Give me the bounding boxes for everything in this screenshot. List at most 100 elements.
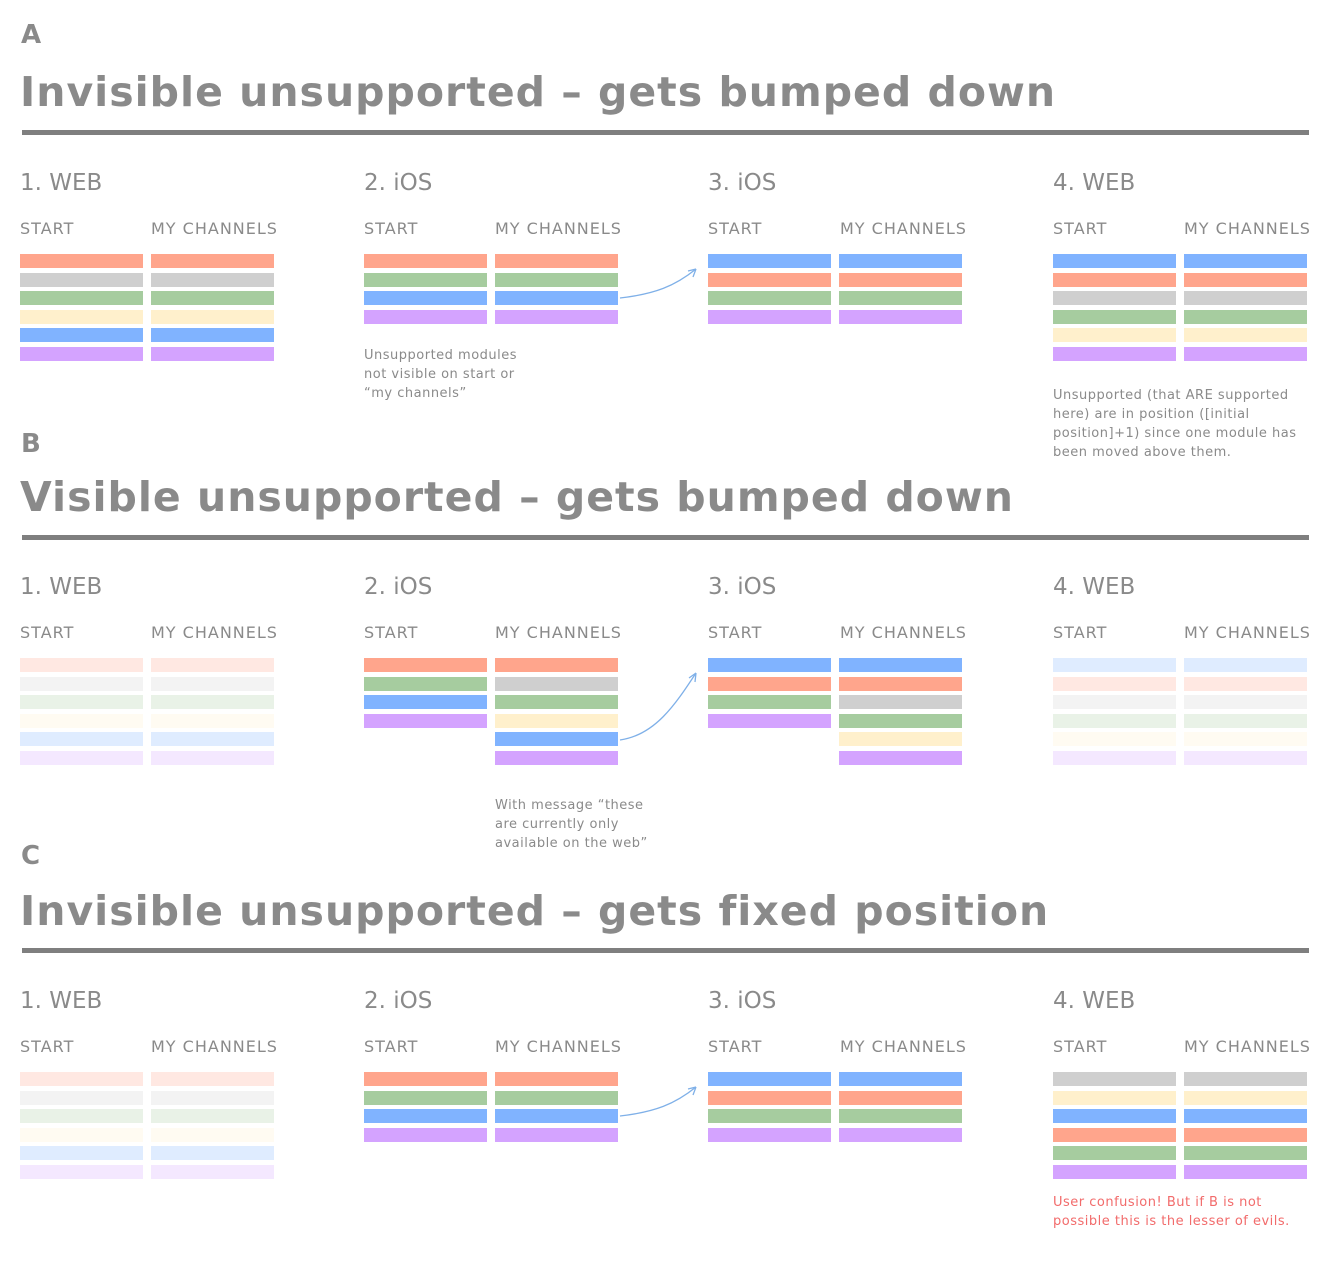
b-panel-4-start-label: START <box>1053 623 1108 642</box>
c-panel-4-channels-module-yellow <box>1184 1091 1307 1105</box>
b-panel-4-channels-module-green <box>1184 714 1307 728</box>
a-panel-4-channels-module-red <box>1184 273 1307 287</box>
a-panel-3-start-module-blue <box>708 254 831 268</box>
b-panel-1-channels-module-purple <box>151 751 274 765</box>
a-panel-3-channels-module-blue <box>839 254 962 268</box>
a-panel-2-start-module-red <box>364 254 487 268</box>
b-panel-4-start-module-blue <box>1053 658 1176 672</box>
b-panel-2-channels-module-yellow <box>495 714 618 728</box>
b-panel-4-start-module-yellow <box>1053 732 1176 746</box>
b-panel-3-channels-module-yellow <box>839 732 962 746</box>
section-b-letter: B <box>21 429 41 459</box>
b-panel-2-note: With message “these are currently only a… <box>495 798 648 851</box>
b-panel-4-channels-label: MY CHANNELS <box>1184 623 1311 642</box>
a-transition-arrow <box>619 268 697 299</box>
c-panel-4-label: 4. WEB <box>1053 988 1136 1014</box>
c-panel-1-channels-module-green <box>151 1109 274 1123</box>
a-panel-1-start-module-red <box>20 254 143 268</box>
a-panel-4-channels-module-yellow <box>1184 328 1307 342</box>
c-panel-4-start-module-yellow <box>1053 1091 1176 1105</box>
a-panel-1-start-module-yellow <box>20 310 143 324</box>
a-panel-3-channels-module-green <box>839 291 962 305</box>
a-panel-2-note: Unsupported modules not visible on start… <box>364 348 518 401</box>
a-panel-2-channels-label: MY CHANNELS <box>495 219 622 238</box>
c-panel-1-channels-module-purple <box>151 1165 274 1179</box>
c-panel-3-channels-module-blue <box>839 1072 962 1086</box>
section-b-divider <box>22 535 1309 540</box>
a-panel-2-start-module-green <box>364 273 487 287</box>
c-panel-3-channels-module-green <box>839 1109 962 1123</box>
b-panel-4-start-module-green <box>1053 714 1176 728</box>
c-panel-1-start-label: START <box>20 1037 75 1056</box>
a-panel-1-channels-module-yellow <box>151 310 274 324</box>
a-panel-4-start-module-gray <box>1053 291 1176 305</box>
a-panel-2-start-module-blue <box>364 291 487 305</box>
section-a-title: Invisible unsupported – gets bumped down <box>20 68 1057 116</box>
a-panel-1-channels-module-green <box>151 291 274 305</box>
b-panel-3-start-module-green <box>708 695 831 709</box>
b-panel-1-channels-module-red <box>151 658 274 672</box>
b-panel-2-label: 2. iOS <box>364 574 433 600</box>
a-panel-1-channels-module-gray <box>151 273 274 287</box>
a-panel-3-channels-module-purple <box>839 310 962 324</box>
b-panel-4-channels-module-purple <box>1184 751 1307 765</box>
c-panel-2-label: 2. iOS <box>364 988 433 1014</box>
c-panel-3-start-module-red <box>708 1091 831 1105</box>
a-panel-4-note: Unsupported (that ARE supported here) ar… <box>1053 388 1297 460</box>
b-panel-2-start-module-green <box>364 677 487 691</box>
b-panel-1-start-module-blue <box>20 732 143 746</box>
c-panel-4-channels-module-blue <box>1184 1109 1307 1123</box>
b-panel-1-start-module-gray <box>20 677 143 691</box>
c-panel-1-start-module-gray <box>20 1091 143 1105</box>
b-panel-4-start-module-gray <box>1053 695 1176 709</box>
b-panel-1-channels-module-yellow <box>151 714 274 728</box>
b-panel-3-channels-label: MY CHANNELS <box>840 623 967 642</box>
c-panel-2-start-label: START <box>364 1037 419 1056</box>
c-panel-1-start-module-red <box>20 1072 143 1086</box>
c-panel-4-start-module-blue <box>1053 1109 1176 1123</box>
c-panel-1-channels-module-yellow <box>151 1128 274 1142</box>
c-panel-3-channels-module-red <box>839 1091 962 1105</box>
b-panel-3-start-module-red <box>708 677 831 691</box>
c-panel-4-start-module-gray <box>1053 1072 1176 1086</box>
a-panel-4-start-module-blue <box>1053 254 1176 268</box>
c-panel-4-start-label: START <box>1053 1037 1108 1056</box>
a-panel-4-start-module-red <box>1053 273 1176 287</box>
c-panel-3-channels-module-purple <box>839 1128 962 1142</box>
b-panel-2-channels-module-purple <box>495 751 618 765</box>
a-panel-1-channels-module-red <box>151 254 274 268</box>
c-panel-3-start-label: START <box>708 1037 763 1056</box>
a-panel-1-channels-label: MY CHANNELS <box>151 219 278 238</box>
b-panel-4-channels-module-blue <box>1184 658 1307 672</box>
b-transition-arrow <box>619 672 697 741</box>
c-panel-1-start-module-green <box>20 1109 143 1123</box>
b-panel-1-start-module-yellow <box>20 714 143 728</box>
a-panel-2-start-module-purple <box>364 310 487 324</box>
b-panel-1-channels-label: MY CHANNELS <box>151 623 278 642</box>
a-panel-3-channels-module-red <box>839 273 962 287</box>
section-a-divider <box>22 130 1309 135</box>
c-panel-2-channels-label: MY CHANNELS <box>495 1037 622 1056</box>
a-panel-4-channels-label: MY CHANNELS <box>1184 219 1311 238</box>
section-c-divider <box>22 948 1309 953</box>
c-panel-1-start-module-blue <box>20 1146 143 1160</box>
c-panel-3-label: 3. iOS <box>708 988 777 1014</box>
c-panel-1-channels-module-red <box>151 1072 274 1086</box>
c-panel-4-channels-module-green <box>1184 1146 1307 1160</box>
a-panel-1-channels-module-purple <box>151 347 274 361</box>
b-panel-4-channels-module-red <box>1184 677 1307 691</box>
b-panel-2-channels-module-red <box>495 658 618 672</box>
b-panel-2-start-label: START <box>364 623 419 642</box>
b-panel-4-channels-module-gray <box>1184 695 1307 709</box>
c-panel-4-start-module-purple <box>1053 1165 1176 1179</box>
b-panel-3-start-module-purple <box>708 714 831 728</box>
b-panel-2-channels-module-blue <box>495 732 618 746</box>
a-panel-2-channels-module-blue <box>495 291 618 305</box>
a-panel-4-channels-module-green <box>1184 310 1307 324</box>
c-panel-4-channels-module-purple <box>1184 1165 1307 1179</box>
c-panel-1-channels-module-blue <box>151 1146 274 1160</box>
c-panel-2-start-module-green <box>364 1091 487 1105</box>
a-panel-4-label: 4. WEB <box>1053 170 1136 196</box>
section-b-title: Visible unsupported – gets bumped down <box>20 473 1014 521</box>
c-panel-2-channels-module-blue <box>495 1109 618 1123</box>
